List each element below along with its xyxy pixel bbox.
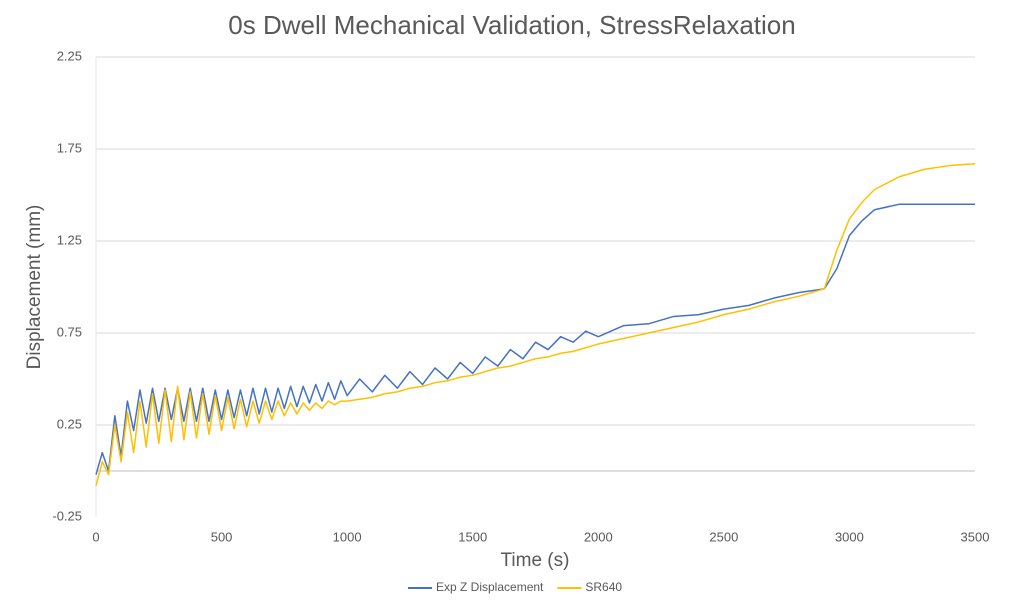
x-tick-label: 1000 [333, 529, 362, 544]
y-tick-label: 2.25 [57, 48, 82, 63]
x-axis-label: Time (s) [501, 550, 570, 571]
y-tick-label: 0.25 [57, 416, 82, 431]
x-tick-label: 1500 [458, 529, 487, 544]
x-tick-label: 2000 [584, 529, 613, 544]
y-tick-label: 1.25 [57, 232, 82, 247]
series-line [95, 162, 976, 486]
x-tick-label: 3500 [961, 529, 990, 544]
chart-title: 0s Dwell Mechanical Validation, StressRe… [228, 10, 795, 40]
series-line [95, 203, 975, 475]
legend-label: Exp Z Displacement [436, 580, 544, 594]
x-tick-label: 0 [92, 529, 99, 544]
y-tick-label: 1.75 [57, 140, 82, 155]
y-tick-label: 0.75 [57, 324, 82, 339]
x-tick-label: 3000 [835, 529, 864, 544]
x-tick-label: 500 [211, 529, 233, 544]
x-tick-label: 2500 [709, 529, 738, 544]
legend-label: SR640 [585, 580, 622, 594]
y-axis-label: Displacement (mm) [24, 205, 45, 370]
y-tick-label: -0.25 [52, 508, 82, 523]
